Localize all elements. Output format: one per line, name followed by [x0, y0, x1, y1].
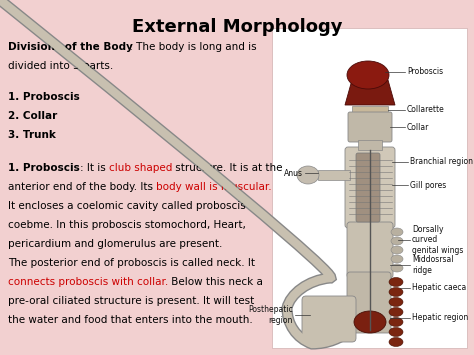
Text: Middosrsal
ridge: Middosrsal ridge	[412, 255, 454, 275]
Text: : The body is long and is: : The body is long and is	[126, 42, 256, 52]
Ellipse shape	[391, 264, 403, 272]
Text: : It is: : It is	[80, 163, 109, 173]
Bar	[318, 170, 350, 180]
Text: 1. Proboscis: 1. Proboscis	[8, 163, 80, 173]
Ellipse shape	[347, 61, 389, 89]
Text: structure. It is at the: structure. It is at the	[172, 163, 283, 173]
Ellipse shape	[391, 255, 403, 263]
FancyBboxPatch shape	[347, 222, 393, 278]
Text: coebme. In this proboscis stomochord, Heart,: coebme. In this proboscis stomochord, He…	[8, 220, 246, 230]
Ellipse shape	[297, 166, 319, 184]
Text: 3. Trunk: 3. Trunk	[8, 130, 56, 140]
Text: The posterior end of proboscis is called neck. It: The posterior end of proboscis is called…	[8, 258, 255, 268]
Text: Hepatic caeca: Hepatic caeca	[412, 284, 466, 293]
Text: anterior end of the body. Its: anterior end of the body. Its	[8, 182, 156, 192]
FancyBboxPatch shape	[347, 272, 391, 333]
Polygon shape	[345, 80, 395, 105]
FancyBboxPatch shape	[345, 147, 395, 228]
Ellipse shape	[389, 307, 403, 317]
Text: Gill pores: Gill pores	[410, 180, 446, 190]
Ellipse shape	[354, 311, 386, 333]
Text: Hepatic region: Hepatic region	[412, 313, 468, 322]
Text: Branchial region: Branchial region	[410, 158, 473, 166]
Ellipse shape	[389, 297, 403, 306]
Ellipse shape	[391, 246, 403, 254]
Text: It encloses a coelomic cavity called proboscis: It encloses a coelomic cavity called pro…	[8, 201, 246, 211]
Text: External Morphology: External Morphology	[132, 18, 342, 36]
Text: Proboscis: Proboscis	[407, 67, 443, 76]
Text: pre-oral ciliated structure is present. It will test: pre-oral ciliated structure is present. …	[8, 296, 254, 306]
Text: club shaped: club shaped	[109, 163, 172, 173]
Text: the water and food that enters into the mouth.: the water and food that enters into the …	[8, 315, 253, 325]
Text: Divisions of the Body: Divisions of the Body	[8, 42, 133, 52]
Ellipse shape	[389, 328, 403, 337]
Bar	[352, 106, 388, 114]
Text: 1. Proboscis: 1. Proboscis	[8, 92, 80, 102]
Ellipse shape	[389, 288, 403, 296]
Text: Collar: Collar	[407, 122, 429, 131]
Text: divided into 3 parts.: divided into 3 parts.	[8, 61, 113, 71]
Ellipse shape	[389, 317, 403, 327]
FancyBboxPatch shape	[302, 296, 356, 342]
Text: connects proboscis with collar.: connects proboscis with collar.	[8, 277, 168, 287]
Ellipse shape	[391, 237, 403, 245]
Ellipse shape	[389, 278, 403, 286]
FancyBboxPatch shape	[356, 153, 380, 222]
Ellipse shape	[389, 338, 403, 346]
Text: Below this neck a: Below this neck a	[168, 277, 263, 287]
Text: body wall is muscular.: body wall is muscular.	[156, 182, 272, 192]
Text: Posthepatic
region: Posthepatic region	[248, 305, 293, 325]
Ellipse shape	[391, 228, 403, 236]
Text: Collarette: Collarette	[407, 105, 445, 115]
Text: Anus: Anus	[284, 169, 303, 178]
Text: 2. Collar: 2. Collar	[8, 111, 57, 121]
FancyBboxPatch shape	[348, 112, 392, 142]
Bar	[358, 140, 382, 150]
Text: Dorsally
curved
genital wings: Dorsally curved genital wings	[412, 225, 464, 255]
Text: pericardium and glomerulus are present.: pericardium and glomerulus are present.	[8, 239, 222, 249]
Bar	[272, 28, 467, 348]
